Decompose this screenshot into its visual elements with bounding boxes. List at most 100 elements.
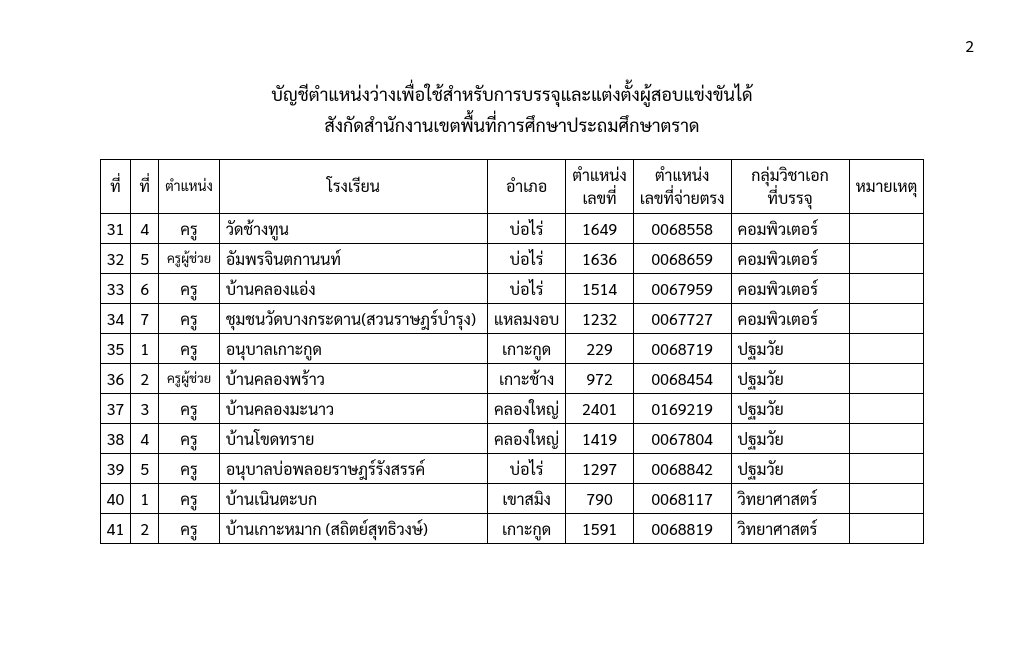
cell-no2: 5 xyxy=(131,243,159,273)
cell-position: ครูผู้ช่วย xyxy=(159,243,220,273)
cell-remark xyxy=(849,333,924,363)
cell-position: ครู xyxy=(159,423,220,453)
cell-pay-no: 0067959 xyxy=(633,273,731,303)
cell-pos-no: 1514 xyxy=(566,273,633,303)
cell-pos-no: 1232 xyxy=(566,303,633,333)
col-major-l1: กลุ่มวิชาเอก xyxy=(751,164,829,185)
cell-remark xyxy=(849,453,924,483)
cell-pos-no: 1636 xyxy=(566,243,633,273)
cell-pay-no: 0067804 xyxy=(633,423,731,453)
col-pos-no: ตำแหน่ง เลขที่ xyxy=(566,160,633,214)
cell-district: บ่อไร่ xyxy=(487,213,566,243)
col-pos-no-l2: เลขที่ xyxy=(582,187,616,208)
col-remark: หมายเหตุ xyxy=(849,160,924,214)
table-row: 384ครูบ้านโขดทรายคลองใหญ่14190067804ปฐมว… xyxy=(100,423,924,453)
cell-no1: 31 xyxy=(100,213,131,243)
cell-no2: 6 xyxy=(131,273,159,303)
cell-pos-no: 229 xyxy=(566,333,633,363)
cell-position: ครู xyxy=(159,483,220,513)
cell-no2: 7 xyxy=(131,303,159,333)
cell-remark xyxy=(849,483,924,513)
cell-position: ครู xyxy=(159,513,220,543)
cell-no2: 1 xyxy=(131,483,159,513)
cell-no2: 5 xyxy=(131,453,159,483)
title-line-1: บัญชีตำแหน่งว่างเพื่อใช้สำหรับการบรรจุแล… xyxy=(60,80,964,111)
cell-no1: 33 xyxy=(100,273,131,303)
cell-remark xyxy=(849,243,924,273)
cell-no2: 1 xyxy=(131,333,159,363)
col-major: กลุ่มวิชาเอก ที่บรรจุ xyxy=(731,160,849,214)
cell-remark xyxy=(849,273,924,303)
cell-school: วัดช้างทูน xyxy=(219,213,487,243)
col-position: ตำแหน่ง xyxy=(159,160,220,214)
table-row: 314ครูวัดช้างทูนบ่อไร่16490068558คอมพิวเ… xyxy=(100,213,924,243)
cell-major: วิทยาศาสตร์ xyxy=(731,483,849,513)
cell-pay-no: 0068558 xyxy=(633,213,731,243)
title-line-2: สังกัดสำนักงานเขตพื้นที่การศึกษาประถมศึก… xyxy=(60,111,964,142)
cell-pos-no: 1419 xyxy=(566,423,633,453)
cell-district: เขาสมิง xyxy=(487,483,566,513)
cell-position: ครู xyxy=(159,393,220,423)
table-row: 336ครูบ้านคลองแอ่งบ่อไร่15140067959คอมพิ… xyxy=(100,273,924,303)
page: 2 บัญชีตำแหน่งว่างเพื่อใช้สำหรับการบรรจุ… xyxy=(0,0,1024,657)
cell-position: ครูผู้ช่วย xyxy=(159,363,220,393)
cell-no1: 41 xyxy=(100,513,131,543)
col-no1: ที่ xyxy=(100,160,131,214)
table-row: 325ครูผู้ช่วยอัมพรจินตกานนท์บ่อไร่163600… xyxy=(100,243,924,273)
cell-no2: 4 xyxy=(131,423,159,453)
cell-position: ครู xyxy=(159,213,220,243)
cell-district: เกาะกูด xyxy=(487,333,566,363)
cell-pay-no: 0068842 xyxy=(633,453,731,483)
cell-district: แหลมงอบ xyxy=(487,303,566,333)
cell-no1: 36 xyxy=(100,363,131,393)
cell-major: คอมพิวเตอร์ xyxy=(731,273,849,303)
col-major-l2: ที่บรรจุ xyxy=(767,187,812,208)
col-pos-no-l1: ตำแหน่ง xyxy=(572,164,626,185)
cell-position: ครู xyxy=(159,303,220,333)
cell-no2: 2 xyxy=(131,513,159,543)
cell-major: คอมพิวเตอร์ xyxy=(731,243,849,273)
col-pay-no-l2: เลขที่จ่ายตรง xyxy=(640,187,725,208)
cell-school: บ้านเกาะหมาก (สถิตย์สุทธิวงษ์) xyxy=(219,513,487,543)
cell-pay-no: 0068719 xyxy=(633,333,731,363)
cell-remark xyxy=(849,303,924,333)
cell-school: บ้านคลองมะนาว xyxy=(219,393,487,423)
cell-pay-no: 0067727 xyxy=(633,303,731,333)
cell-position: ครู xyxy=(159,333,220,363)
cell-district: บ่อไร่ xyxy=(487,273,566,303)
cell-position: ครู xyxy=(159,273,220,303)
cell-district: คลองใหญ่ xyxy=(487,393,566,423)
cell-pay-no: 0068454 xyxy=(633,363,731,393)
cell-no1: 39 xyxy=(100,453,131,483)
page-number: 2 xyxy=(965,35,974,56)
cell-school: บ้านโขดทราย xyxy=(219,423,487,453)
table-row: 395ครูอนุบาลบ่อพลอยราษฎร์รังสรรค์บ่อไร่1… xyxy=(100,453,924,483)
vacancy-table: ที่ ที่ ตำแหน่ง โรงเรียน อำเภอ ตำแหน่ง เ… xyxy=(100,159,925,544)
cell-no1: 37 xyxy=(100,393,131,423)
cell-school: บ้านเนินตะบก xyxy=(219,483,487,513)
cell-pos-no: 1297 xyxy=(566,453,633,483)
table-row: 347ครูชุมชนวัดบางกระดาน(สวนราษฎร์บำรุง)แ… xyxy=(100,303,924,333)
cell-major: ปฐมวัย xyxy=(731,333,849,363)
cell-no2: 2 xyxy=(131,363,159,393)
cell-district: บ่อไร่ xyxy=(487,243,566,273)
cell-district: เกาะช้าง xyxy=(487,363,566,393)
col-no2: ที่ xyxy=(131,160,159,214)
cell-position: ครู xyxy=(159,453,220,483)
cell-pos-no: 2401 xyxy=(566,393,633,423)
cell-school: ชุมชนวัดบางกระดาน(สวนราษฎร์บำรุง) xyxy=(219,303,487,333)
table-body: 314ครูวัดช้างทูนบ่อไร่16490068558คอมพิวเ… xyxy=(100,213,924,543)
table-row: 362ครูผู้ช่วยบ้านคลองพร้าวเกาะช้าง972006… xyxy=(100,363,924,393)
cell-pay-no: 0068117 xyxy=(633,483,731,513)
cell-major: ปฐมวัย xyxy=(731,393,849,423)
cell-pos-no: 1591 xyxy=(566,513,633,543)
cell-no1: 40 xyxy=(100,483,131,513)
col-district: อำเภอ xyxy=(487,160,566,214)
cell-no1: 35 xyxy=(100,333,131,363)
cell-pos-no: 972 xyxy=(566,363,633,393)
cell-remark xyxy=(849,423,924,453)
header-row: ที่ ที่ ตำแหน่ง โรงเรียน อำเภอ ตำแหน่ง เ… xyxy=(100,160,924,214)
cell-school: อนุบาลบ่อพลอยราษฎร์รังสรรค์ xyxy=(219,453,487,483)
col-pay-no-l1: ตำแหน่ง xyxy=(655,164,709,185)
cell-no1: 32 xyxy=(100,243,131,273)
